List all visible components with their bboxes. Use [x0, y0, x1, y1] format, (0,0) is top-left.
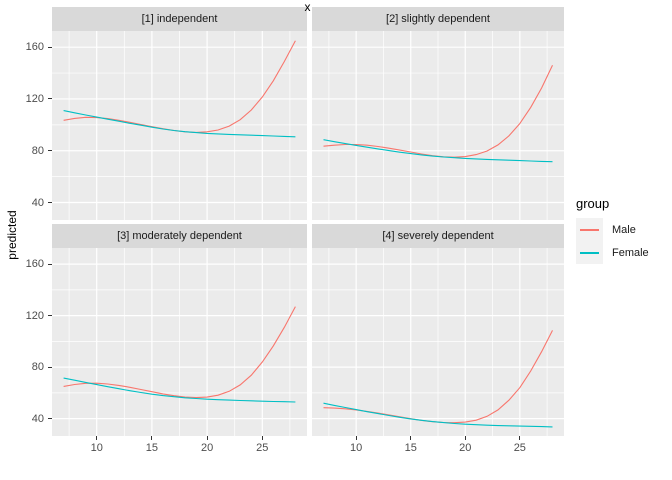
y-axis-tick-label: 160	[25, 41, 44, 54]
x-axis-title: x	[304, 0, 311, 14]
facet-strip-4: [4] severely dependent	[312, 224, 564, 248]
y-axis-tick	[48, 46, 52, 48]
legend: group Male Female	[576, 196, 649, 264]
y-axis-tick	[48, 202, 52, 204]
y-axis-tick	[48, 315, 52, 317]
y-axis-tick	[48, 366, 52, 368]
x-axis-tick-label: 25	[256, 442, 269, 454]
x-axis-tick-label: 20	[459, 442, 472, 454]
y-axis-tick-label: 80	[31, 361, 44, 374]
legend-title: group	[576, 196, 610, 211]
female-line-sample-icon	[580, 251, 599, 254]
facet-panel-1	[52, 31, 307, 220]
y-axis-tick	[48, 150, 52, 152]
x-axis-tick	[410, 436, 412, 440]
y-axis-tick-label: 40	[31, 196, 44, 209]
facet-strip-2: [2] slightly dependent	[312, 7, 564, 31]
x-axis-tick	[206, 436, 208, 440]
legend-entry-male: Male	[576, 218, 649, 241]
x-axis-tick	[464, 436, 466, 440]
facet-strip-1: [1] independent	[52, 7, 307, 31]
x-axis-tick-label: 15	[404, 442, 417, 454]
y-axis-tick-label: 40	[31, 412, 44, 425]
x-axis-tick	[96, 436, 98, 440]
legend-entry-female: Female	[576, 241, 649, 264]
x-axis-tick-label: 10	[90, 442, 103, 454]
y-axis-tick-label: 120	[25, 92, 44, 105]
y-axis-tick-label: 80	[31, 144, 44, 157]
x-axis-tick	[519, 436, 521, 440]
facet-panel-3	[52, 248, 307, 436]
y-axis-tick	[48, 418, 52, 420]
x-axis-tick-label: 20	[200, 442, 214, 454]
facet-panel-4	[312, 248, 564, 436]
x-axis-tick	[355, 436, 357, 440]
y-axis-tick	[48, 263, 52, 265]
facet-strip-3: [3] moderately dependent	[52, 224, 307, 248]
x-axis-tick-label: 15	[145, 442, 159, 454]
legend-label-male: Male	[612, 223, 636, 236]
y-axis-tick-label: 120	[25, 309, 44, 322]
y-axis-tick-label: 160	[25, 258, 44, 271]
x-axis-tick	[151, 436, 153, 440]
x-axis-tick-label: 25	[513, 442, 526, 454]
x-axis-tick-label: 10	[350, 442, 363, 454]
y-axis-tick	[48, 98, 52, 100]
legend-label-female: Female	[612, 246, 649, 259]
legend-key-male	[576, 218, 603, 241]
y-axis-title: predicted	[5, 210, 19, 260]
facet-panel-2	[312, 31, 564, 220]
legend-key-female	[576, 241, 603, 264]
male-line-sample-icon	[580, 228, 599, 231]
x-axis-tick	[261, 436, 263, 440]
